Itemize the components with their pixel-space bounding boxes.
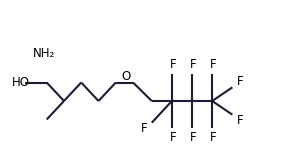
Text: F: F: [210, 132, 217, 145]
Text: F: F: [170, 132, 177, 145]
Text: F: F: [210, 58, 217, 70]
Text: F: F: [237, 114, 243, 127]
Text: F: F: [190, 132, 197, 145]
Text: NH₂: NH₂: [33, 47, 55, 60]
Text: F: F: [141, 122, 147, 135]
Text: HO: HO: [12, 76, 30, 89]
Text: O: O: [121, 70, 131, 83]
Text: F: F: [190, 58, 197, 70]
Text: F: F: [170, 58, 177, 70]
Text: F: F: [237, 75, 243, 88]
